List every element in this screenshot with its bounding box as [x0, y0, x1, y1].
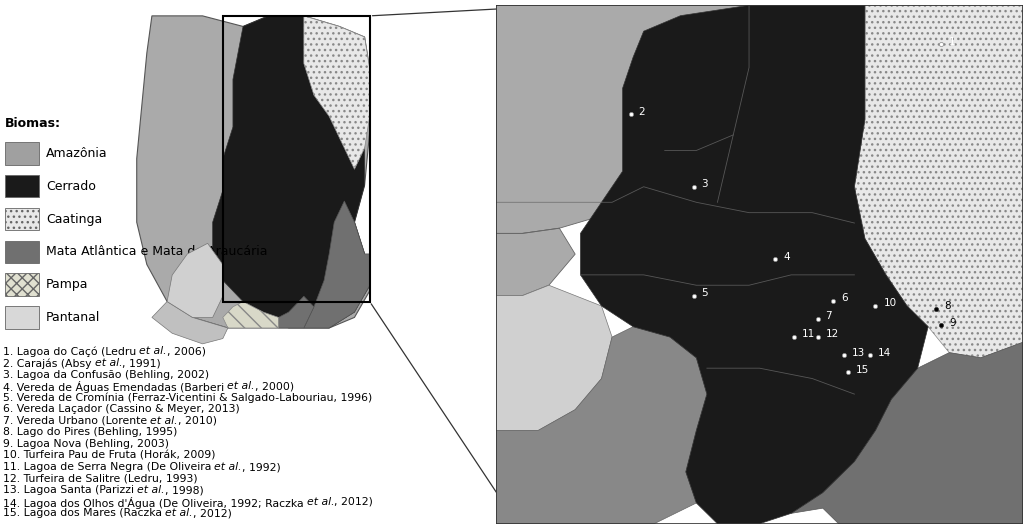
Text: 6: 6	[841, 293, 848, 303]
Polygon shape	[278, 296, 314, 328]
Polygon shape	[496, 285, 612, 431]
Text: , 2006): , 2006)	[167, 346, 206, 357]
Bar	[5, 142, 40, 165]
Polygon shape	[304, 201, 369, 328]
Polygon shape	[223, 302, 278, 328]
Text: et al.: et al.	[137, 485, 165, 495]
Polygon shape	[496, 5, 749, 233]
Text: 12: 12	[826, 330, 839, 340]
Text: 10. Turfeira Pau de Fruta (Horák, 2009): 10. Turfeira Pau de Fruta (Horák, 2009)	[2, 451, 215, 460]
Text: , 2000): , 2000)	[255, 381, 294, 391]
Text: 3. Lagoa da Confusão (Behling, 2002): 3. Lagoa da Confusão (Behling, 2002)	[2, 370, 209, 380]
Text: 11: 11	[802, 330, 815, 340]
Polygon shape	[580, 5, 928, 524]
Bar	[5, 273, 40, 296]
Text: , 1991): , 1991)	[122, 358, 161, 368]
Bar	[5, 208, 40, 230]
Text: 14. Lagoa dos Olhos d'Água (De Oliveira, 1992; Raczka: 14. Lagoa dos Olhos d'Água (De Oliveira,…	[2, 497, 307, 509]
Text: 4. Vereda de Águas Emendadas (Barberi: 4. Vereda de Águas Emendadas (Barberi	[2, 381, 227, 393]
Text: 1. Lagoa do Caçó (Ledru: 1. Lagoa do Caçó (Ledru	[2, 346, 139, 357]
Text: Biomas:: Biomas:	[5, 116, 61, 130]
Text: Caatinga: Caatinga	[46, 213, 102, 225]
Text: 8: 8	[944, 301, 950, 311]
Text: et al.: et al.	[307, 497, 335, 507]
Text: 4: 4	[784, 252, 790, 262]
Text: , 2010): , 2010)	[178, 416, 217, 426]
Text: 13: 13	[852, 348, 865, 358]
Bar	[5, 306, 40, 329]
Text: et al.: et al.	[227, 381, 255, 391]
Text: 14: 14	[878, 348, 891, 358]
Text: 15: 15	[856, 364, 870, 375]
Polygon shape	[496, 327, 707, 524]
Text: 5. Vereda de Cromínia (Ferraz-Vicentini & Salgado-Labouriau, 1996): 5. Vereda de Cromínia (Ferraz-Vicentini …	[2, 393, 371, 403]
Text: Pampa: Pampa	[46, 278, 89, 291]
Polygon shape	[167, 243, 223, 317]
Text: 5: 5	[702, 288, 708, 298]
Text: 13. Lagoa Santa (Parizzi: 13. Lagoa Santa (Parizzi	[2, 485, 137, 495]
Text: Cerrado: Cerrado	[46, 180, 96, 193]
Text: Mata Atlântica e Mata de Araucária: Mata Atlântica e Mata de Araucária	[46, 245, 268, 258]
Polygon shape	[213, 16, 369, 328]
Polygon shape	[137, 16, 369, 328]
Text: , 1998): , 1998)	[165, 485, 204, 495]
Polygon shape	[151, 302, 228, 344]
Polygon shape	[854, 5, 1023, 358]
Text: Pantanal: Pantanal	[46, 311, 100, 324]
Bar	[5, 175, 40, 197]
Text: 6. Vereda Laçador (Cassino & Meyer, 2013): 6. Vereda Laçador (Cassino & Meyer, 2013…	[2, 404, 239, 414]
Text: et al.: et al.	[139, 346, 167, 357]
Text: et al.: et al.	[215, 462, 242, 472]
Text: 15. Lagoa dos Mares (Raczka: 15. Lagoa dos Mares (Raczka	[2, 508, 165, 518]
Text: et al.: et al.	[94, 358, 122, 368]
Text: , 2012): , 2012)	[335, 497, 373, 507]
Text: 11. Lagoa de Serra Negra (De Oliveira: 11. Lagoa de Serra Negra (De Oliveira	[2, 462, 215, 472]
Text: 9: 9	[949, 317, 955, 327]
Text: et al.: et al.	[165, 508, 192, 518]
Text: 3: 3	[702, 179, 708, 189]
Polygon shape	[496, 228, 575, 296]
Text: et al.: et al.	[150, 416, 178, 426]
Text: 1: 1	[949, 37, 955, 47]
Text: 7. Vereda Urbano (Lorente: 7. Vereda Urbano (Lorente	[2, 416, 150, 426]
Text: Amazônia: Amazônia	[46, 147, 107, 160]
Text: 12. Turfeira de Salitre (Ledru, 1993): 12. Turfeira de Salitre (Ledru, 1993)	[2, 473, 197, 484]
Text: , 1992): , 1992)	[242, 462, 280, 472]
Text: 10: 10	[884, 298, 896, 308]
Polygon shape	[304, 16, 369, 169]
Text: 2: 2	[638, 106, 646, 116]
Text: , 2012): , 2012)	[192, 508, 231, 518]
Text: 7: 7	[826, 312, 832, 321]
Polygon shape	[791, 342, 1023, 524]
Bar	[5, 241, 40, 263]
Bar	[223, 16, 369, 302]
Text: 8. Lago do Pires (Behling, 1995): 8. Lago do Pires (Behling, 1995)	[2, 427, 177, 437]
Text: 2. Carajás (Absy: 2. Carajás (Absy	[2, 358, 94, 369]
Text: 9. Lagoa Nova (Behling, 2003): 9. Lagoa Nova (Behling, 2003)	[2, 439, 169, 449]
